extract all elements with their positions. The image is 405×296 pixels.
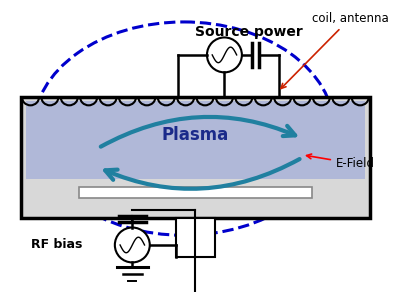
Bar <box>26 102 364 179</box>
FancyArrowPatch shape <box>105 159 299 189</box>
Bar <box>21 96 369 218</box>
Text: Plasma: Plasma <box>161 126 228 144</box>
Text: E-Field: E-Field <box>306 154 374 170</box>
Text: RF bias: RF bias <box>30 239 82 252</box>
FancyArrowPatch shape <box>100 117 294 147</box>
Text: coil, antenna: coil, antenna <box>280 12 388 89</box>
Bar <box>175 218 214 257</box>
Bar <box>79 187 311 198</box>
Circle shape <box>115 228 149 263</box>
Text: Source power: Source power <box>194 25 302 39</box>
Circle shape <box>207 38 241 72</box>
